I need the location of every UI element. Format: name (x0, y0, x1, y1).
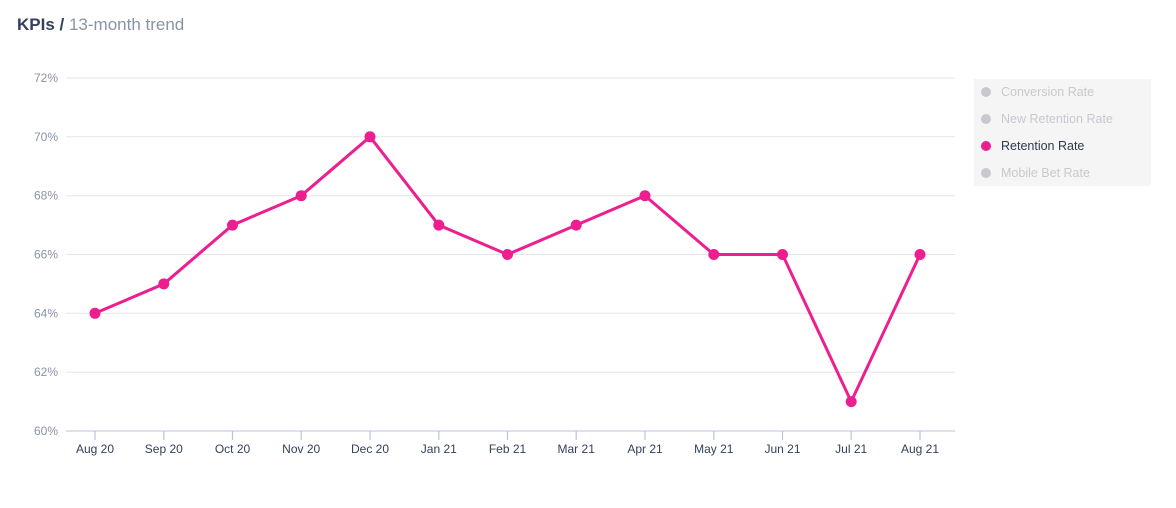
svg-text:Sep 20: Sep 20 (145, 442, 183, 456)
svg-text:Dec 20: Dec 20 (351, 442, 389, 456)
svg-text:60%: 60% (34, 424, 58, 438)
svg-text:Jan 21: Jan 21 (421, 442, 457, 456)
svg-text:May 21: May 21 (694, 442, 734, 456)
svg-text:Mar 21: Mar 21 (558, 442, 596, 456)
svg-text:66%: 66% (34, 248, 58, 262)
svg-text:Oct 20: Oct 20 (215, 442, 251, 456)
svg-text:70%: 70% (34, 130, 58, 144)
svg-text:64%: 64% (34, 306, 58, 320)
svg-text:68%: 68% (34, 189, 58, 203)
svg-text:Nov 20: Nov 20 (282, 442, 320, 456)
svg-text:Apr 21: Apr 21 (627, 442, 663, 456)
svg-text:Jul 21: Jul 21 (835, 442, 867, 456)
svg-text:Aug 20: Aug 20 (76, 442, 114, 456)
svg-text:Jun 21: Jun 21 (764, 442, 800, 456)
svg-text:62%: 62% (34, 365, 58, 379)
svg-text:Aug 21: Aug 21 (901, 442, 939, 456)
svg-text:Feb 21: Feb 21 (489, 442, 527, 456)
svg-text:72%: 72% (34, 71, 58, 85)
